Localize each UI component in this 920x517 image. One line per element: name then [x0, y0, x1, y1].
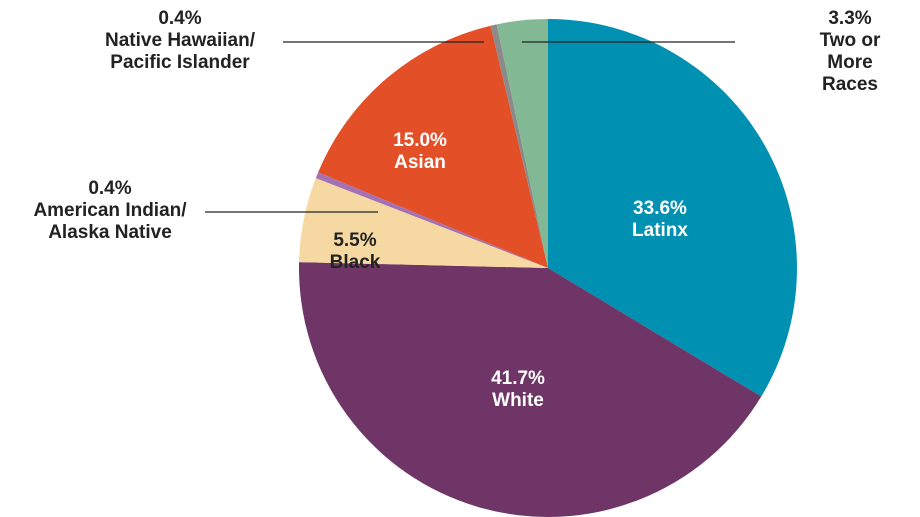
value-label: 5.5%: [333, 230, 377, 251]
pie-slice: [490, 24, 548, 269]
value-label: 0.4%: [158, 8, 202, 29]
category-label: Native Hawaiian/ Pacific Islander: [105, 30, 255, 73]
pie-slice: [318, 25, 548, 269]
pie-slice: [496, 19, 548, 268]
category-label: Latinx: [632, 220, 688, 241]
pie-slice: [315, 172, 548, 268]
slice-label: 15.0% Asian: [393, 130, 447, 174]
value-label: 41.7%: [491, 368, 545, 389]
slice-label: 3.3% Two or More Races: [815, 8, 885, 96]
value-label: 0.4%: [88, 178, 132, 199]
slice-label: 5.5% Black: [330, 230, 381, 274]
value-label: 15.0%: [393, 130, 447, 151]
slice-label: 0.4% American Indian/ Alaska Native: [33, 178, 186, 244]
pie-slice: [299, 262, 762, 517]
slice-label: 41.7% White: [491, 368, 545, 412]
category-label: White: [492, 390, 544, 411]
value-label: 33.6%: [633, 198, 687, 219]
pie-slice: [548, 19, 797, 397]
slice-label: 0.4% Native Hawaiian/ Pacific Islander: [105, 8, 255, 74]
pie-slice: [299, 178, 548, 268]
category-label: Asian: [394, 152, 446, 173]
value-label: 3.3%: [828, 8, 872, 29]
slice-label: 33.6% Latinx: [632, 198, 688, 242]
category-label: American Indian/ Alaska Native: [33, 200, 187, 243]
category-label: Two or More Races: [819, 30, 881, 95]
category-label: Black: [329, 252, 381, 273]
